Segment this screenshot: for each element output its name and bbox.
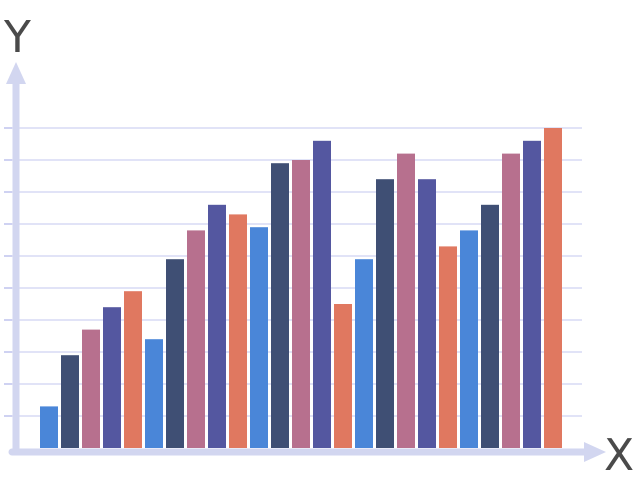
bar-3-4: [313, 140, 331, 449]
bar-1-5: [124, 291, 142, 448]
bars: [40, 128, 562, 449]
bar-3-3: [292, 160, 310, 448]
y-axis-arrowhead: [6, 62, 26, 84]
bar-2-1: [145, 339, 163, 448]
bar-4-2: [376, 179, 394, 448]
bar-2-4: [208, 204, 226, 448]
bar-1-2: [61, 355, 79, 448]
bar-2-3: [187, 230, 205, 448]
bar-2-5: [229, 214, 247, 448]
x-axis-label: X: [604, 430, 634, 481]
bar-5-5: [544, 128, 562, 448]
bar-3-1: [250, 227, 268, 448]
bar-1-4: [103, 307, 121, 448]
y-axis-label: Y: [3, 12, 31, 63]
bar-1-1: [40, 406, 58, 448]
bar-5-3: [502, 153, 520, 448]
axes: [6, 62, 606, 462]
bar-4-3: [397, 153, 415, 448]
bar-5-1: [460, 230, 478, 448]
bar-5-4: [523, 140, 541, 449]
bar-3-5: [334, 304, 352, 448]
x-axis-arrowhead: [584, 442, 606, 462]
bar-1-3: [82, 329, 100, 448]
bar-3-2: [271, 163, 289, 448]
bar-4-4: [418, 179, 436, 448]
bar-2-2: [166, 259, 184, 448]
bar-5-2: [481, 204, 499, 448]
bar-4-5: [439, 246, 457, 448]
bar-4-1: [355, 259, 373, 448]
